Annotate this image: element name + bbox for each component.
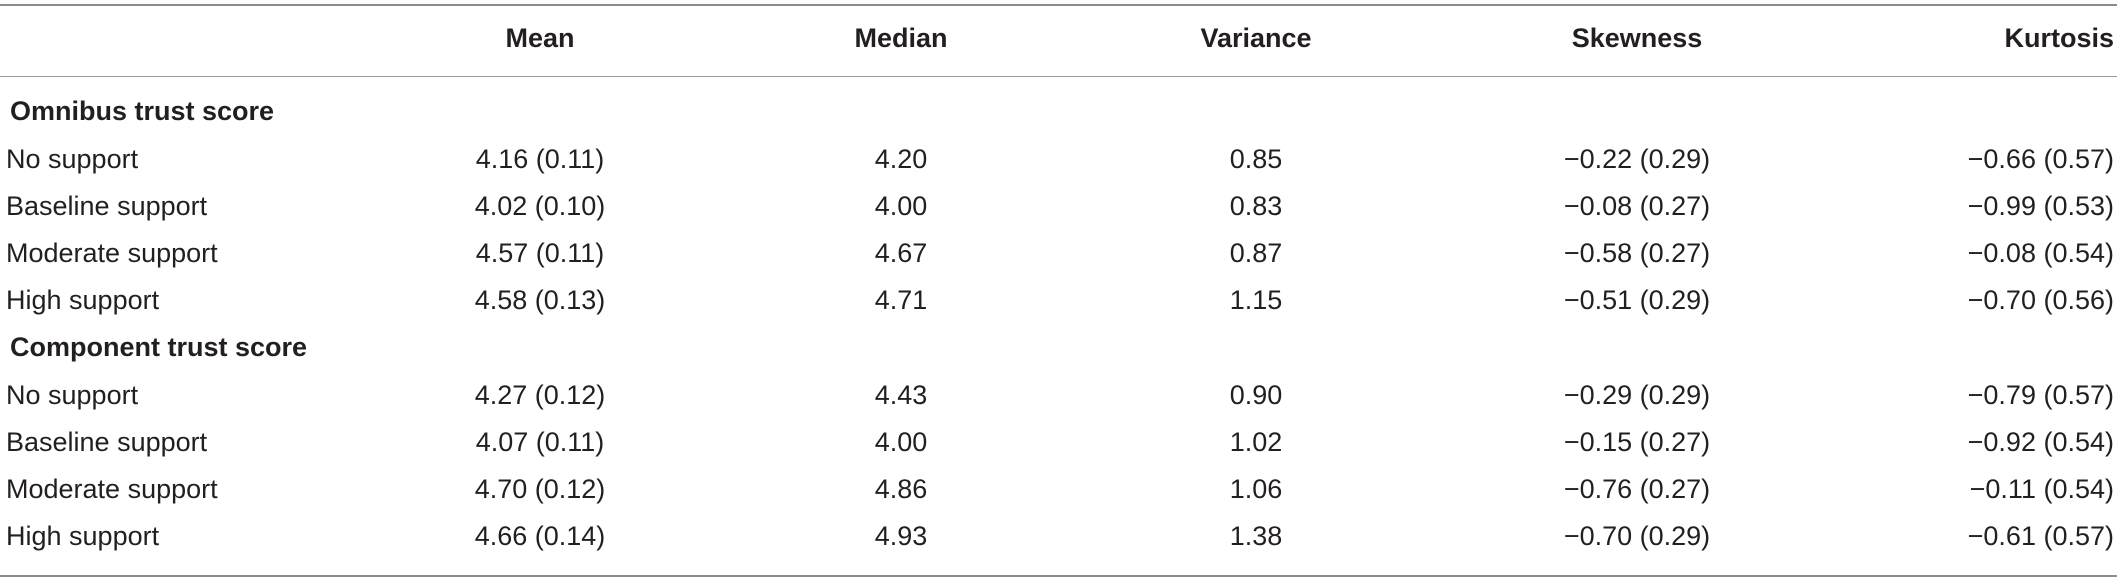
row-label: Moderate support [6,474,218,504]
cell-median: 4.71 [874,285,928,315]
cell-mean: 4.02 (0.10) [474,191,606,221]
row-label: Baseline support [6,427,208,457]
section-title-omnibus: Omnibus trust score [10,96,275,126]
cell-median: 4.20 [874,144,928,174]
table-header-rule [0,76,2117,77]
cell-median: 4.00 [874,191,928,221]
cell-mean: 4.16 (0.11) [475,144,605,174]
cell-median: 4.86 [874,474,928,504]
cell-variance: 0.90 [1229,380,1283,410]
cell-kurtosis: −0.61 (0.57) [1967,521,2114,551]
column-header-variance: Variance [1200,23,1312,53]
cell-variance: 1.06 [1229,474,1283,504]
cell-skewness: −0.08 (0.27) [1563,191,1711,221]
cell-variance: 0.85 [1229,144,1283,174]
cell-skewness: −0.70 (0.29) [1563,521,1711,551]
column-header-kurtosis: Kurtosis [2004,23,2114,53]
cell-mean: 4.07 (0.11) [475,427,605,457]
column-header-median: Median [854,23,948,53]
cell-kurtosis: −0.99 (0.53) [1967,191,2114,221]
section-title-component: Component trust score [10,332,308,362]
cell-median: 4.67 [874,238,928,268]
cell-skewness: −0.58 (0.27) [1563,238,1711,268]
row-label: High support [6,285,160,315]
cell-median: 4.00 [874,427,928,457]
column-header-skewness: Skewness [1571,23,1703,53]
cell-kurtosis: −0.66 (0.57) [1967,144,2114,174]
table-top-rule [0,4,2117,6]
cell-skewness: −0.51 (0.29) [1563,285,1711,315]
row-label: No support [6,144,139,174]
cell-kurtosis: −0.92 (0.54) [1967,427,2114,457]
cell-kurtosis: −0.79 (0.57) [1967,380,2114,410]
cell-mean: 4.27 (0.12) [474,380,606,410]
cell-variance: 0.87 [1229,238,1283,268]
table-bottom-rule [0,575,2117,577]
row-label: No support [6,380,139,410]
cell-variance: 1.38 [1229,521,1283,551]
cell-mean: 4.57 (0.11) [475,238,605,268]
cell-skewness: −0.76 (0.27) [1563,474,1711,504]
row-label: Baseline support [6,191,208,221]
cell-variance: 0.83 [1229,191,1283,221]
cell-skewness: −0.22 (0.29) [1563,144,1711,174]
cell-mean: 4.70 (0.12) [474,474,606,504]
cell-variance: 1.15 [1229,285,1283,315]
cell-mean: 4.58 (0.13) [474,285,606,315]
cell-mean: 4.66 (0.14) [474,521,606,551]
cell-kurtosis: −0.11 (0.54) [1969,474,2114,504]
cell-skewness: −0.29 (0.29) [1563,380,1711,410]
cell-kurtosis: −0.08 (0.54) [1967,238,2114,268]
row-label: Moderate support [6,238,218,268]
column-header-mean: Mean [505,23,575,53]
cell-skewness: −0.15 (0.27) [1563,427,1711,457]
row-label: High support [6,521,160,551]
cell-kurtosis: −0.70 (0.56) [1967,285,2114,315]
cell-median: 4.93 [874,521,928,551]
cell-variance: 1.02 [1229,427,1283,457]
cell-median: 4.43 [874,380,928,410]
